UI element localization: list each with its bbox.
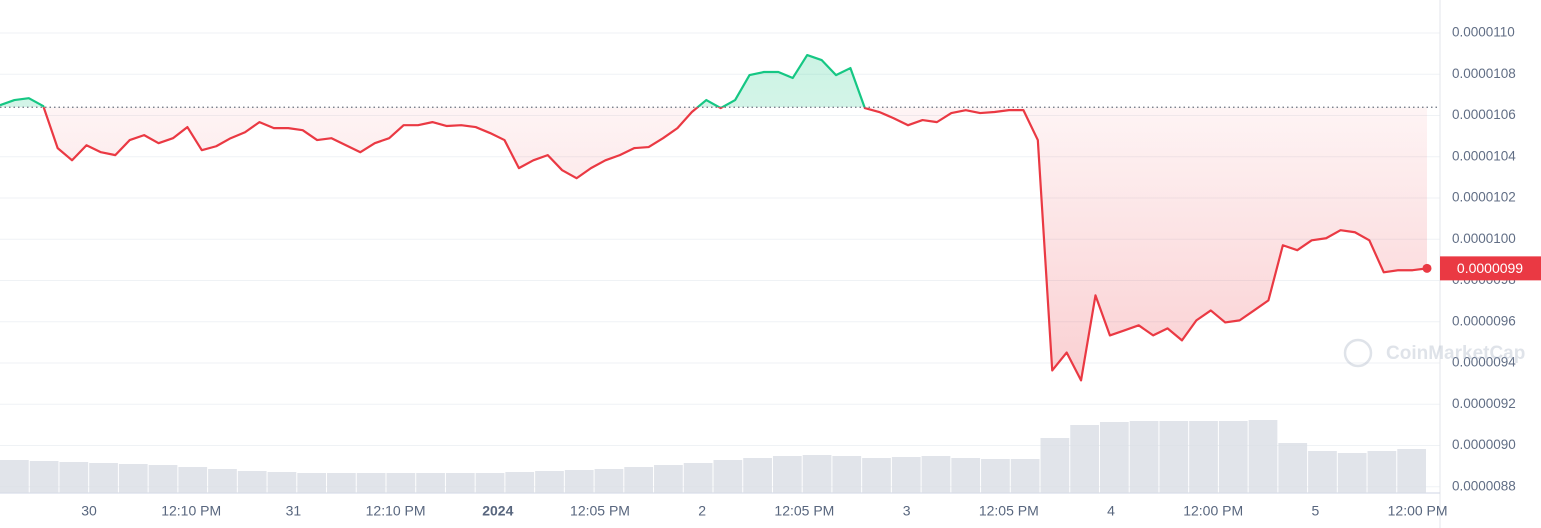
volume-bar <box>29 461 59 493</box>
volume-bar <box>1099 422 1129 493</box>
volume-bar <box>1159 421 1189 493</box>
volume-bar <box>1278 443 1308 493</box>
watermark-logo <box>1343 338 1373 368</box>
y-tick-label: 0.0000090 <box>1452 437 1516 452</box>
volume-bar <box>1189 421 1218 493</box>
volume-bar <box>267 472 297 493</box>
price-line-down <box>42 107 1428 382</box>
volume-bar <box>505 472 535 493</box>
area-up <box>0 55 865 108</box>
y-tick-label: 0.0000088 <box>1452 478 1516 493</box>
volume-bar <box>1248 420 1278 493</box>
x-tick-label: 12:05 PM <box>570 503 630 519</box>
volume-bar <box>356 473 386 493</box>
y-tick-label: 0.0000094 <box>1452 355 1516 370</box>
x-tick-label: 12:10 PM <box>161 503 221 519</box>
volume-bar <box>832 456 862 493</box>
volume-bar <box>1337 453 1367 493</box>
volume-bar <box>327 473 356 493</box>
volume-bar <box>208 469 237 493</box>
x-tick-label: 12:00 PM <box>1183 503 1243 519</box>
x-tick-label: 3 <box>903 503 911 519</box>
x-tick-label: 12:05 PM <box>774 503 834 519</box>
volume-bar <box>0 460 29 493</box>
x-tick-label: 12:00 PM <box>1388 503 1448 519</box>
x-tick-label: 5 <box>1312 503 1320 519</box>
volume-bar <box>743 458 772 493</box>
volume-bar <box>237 471 267 493</box>
y-tick-label: 0.0000096 <box>1452 313 1516 328</box>
volume-bar <box>445 473 475 493</box>
current-price-label: 0.0000099 <box>1457 260 1523 276</box>
volume-bar <box>178 467 208 493</box>
watermark-text: CoinMarketCap <box>1386 343 1525 364</box>
volume-bar <box>475 473 505 493</box>
x-tick-label: 2 <box>698 503 706 519</box>
x-tick-label: 30 <box>81 503 97 519</box>
volume-bar <box>118 464 148 493</box>
volume-bar <box>297 473 327 493</box>
volume-bar <box>1070 425 1099 493</box>
volume-bar <box>535 471 564 493</box>
volume-bar <box>1040 438 1070 493</box>
x-tick-label: 31 <box>286 503 302 519</box>
x-tick-label: 4 <box>1107 503 1115 519</box>
volume-bar <box>564 470 594 493</box>
volume-bar <box>683 463 713 493</box>
volume-bar <box>802 455 832 493</box>
x-tick-label: 12:10 PM <box>366 503 426 519</box>
volume-bar <box>713 460 743 493</box>
volume-bar <box>1308 451 1337 493</box>
volume-bar <box>862 458 891 493</box>
y-tick-label: 0.0000102 <box>1452 190 1516 205</box>
volume-bar <box>624 467 654 493</box>
area-down <box>0 107 1427 381</box>
volume-bar <box>416 473 445 493</box>
volume-bar <box>654 465 683 493</box>
y-tick-label: 0.0000104 <box>1452 148 1516 163</box>
volume-bar <box>891 457 921 493</box>
current-price-box <box>1440 256 1541 281</box>
volume-bar <box>148 465 178 493</box>
down-region <box>0 107 1428 382</box>
volume-bar <box>921 456 951 493</box>
volume-bar <box>89 463 118 493</box>
volume-bar <box>1218 421 1248 493</box>
volume-bar <box>1367 451 1397 493</box>
volume-bar <box>1129 421 1159 493</box>
up-region <box>0 53 867 108</box>
volume-bar <box>386 473 416 493</box>
last-point <box>1422 263 1432 273</box>
volume-bar <box>59 462 89 493</box>
watermark: CoinMarketCap <box>1343 338 1525 368</box>
volume-bar <box>594 469 624 493</box>
price-line-up <box>0 53 867 108</box>
x-tick-label: 2024 <box>482 503 513 519</box>
y-tick-label: 0.0000108 <box>1452 66 1516 81</box>
volume-bar <box>772 456 802 493</box>
volume-bar <box>951 458 981 493</box>
y-tick-label: 0.0000110 <box>1452 25 1515 40</box>
y-tick-label: 0.0000106 <box>1452 107 1516 122</box>
y-tick-label: 0.0000092 <box>1452 396 1516 411</box>
volume-bar <box>981 459 1010 493</box>
volume-bar <box>1397 449 1426 493</box>
x-tick-label: 12:05 PM <box>979 503 1039 519</box>
y-tick-label: 0.0000100 <box>1452 231 1516 246</box>
volume-bar <box>1010 459 1040 493</box>
